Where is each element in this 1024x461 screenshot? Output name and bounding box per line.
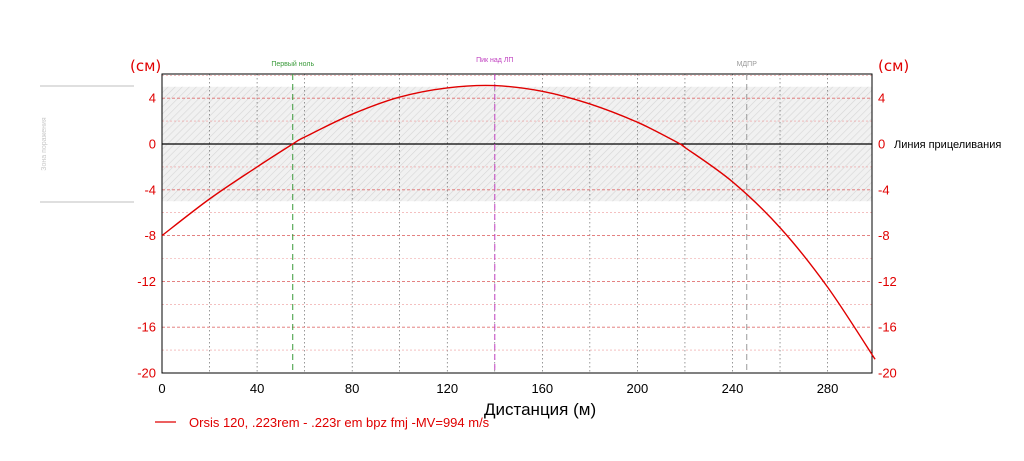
- x-tick-label: 200: [627, 381, 649, 396]
- y-tick-label-right: 4: [878, 91, 885, 106]
- y-tick-label-right: -20: [878, 366, 897, 381]
- sight-line-label: Линия прицеливания: [894, 139, 1001, 151]
- grid: [162, 74, 872, 373]
- y-tick-label-left: -20: [137, 366, 156, 381]
- y-tick-label-right: -16: [878, 320, 897, 335]
- y-tick-label-left: -16: [137, 320, 156, 335]
- y-tick-label-right: -12: [878, 274, 897, 289]
- kill-zone-label: Зона поражения: [41, 117, 48, 171]
- x-tick-label: 160: [531, 381, 553, 396]
- legend-entry: Orsis 120, .223rem - .223r em bpz fmj -M…: [189, 415, 490, 430]
- marker-label: Первый ноль: [271, 60, 314, 68]
- y-tick-label-right: -8: [878, 228, 890, 243]
- y-tick-label-left: -4: [144, 182, 156, 197]
- series-line-trajectory: [161, 84, 876, 360]
- plot-border: [161, 73, 873, 374]
- y-unit-right: (см): [878, 57, 909, 75]
- x-axis-label: Дистанция (м): [484, 400, 596, 419]
- x-tick-label: 0: [158, 381, 165, 396]
- y-tick-label-right: 0: [878, 137, 885, 152]
- y-unit-left: (см): [130, 57, 161, 75]
- y-tick-label-right: -4: [878, 182, 890, 197]
- y-tick-label-left: 4: [149, 91, 156, 106]
- y-tick-label-left: -12: [137, 274, 156, 289]
- x-tick-label: 280: [817, 381, 839, 396]
- x-tick-label: 80: [345, 381, 359, 396]
- x-tick-label: 120: [436, 381, 458, 396]
- y-tick-label-left: 0: [149, 137, 156, 152]
- y-tick-label-left: -8: [144, 228, 156, 243]
- marker-label: МДПР: [737, 61, 758, 68]
- x-tick-label: 40: [250, 381, 264, 396]
- x-tick-label: 240: [722, 381, 744, 396]
- marker-label: Пик над ЛП: [476, 57, 513, 64]
- markers: Первый ноль Пик над ЛП МДПР: [271, 57, 757, 373]
